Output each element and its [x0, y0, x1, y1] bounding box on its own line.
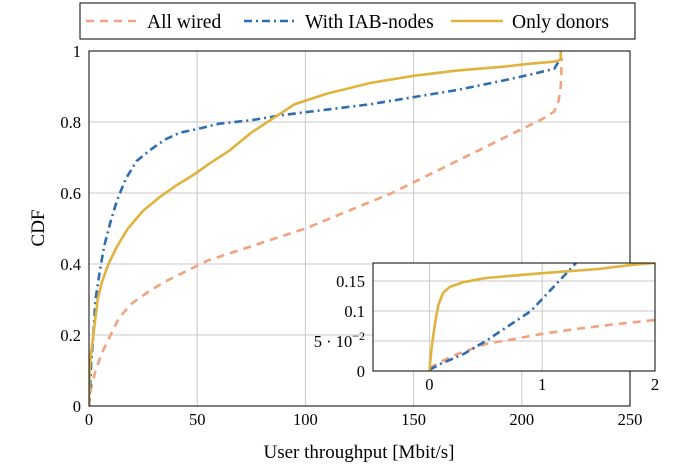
main-x-tick-label: 100	[293, 410, 318, 429]
main-plot-frame	[88, 50, 631, 407]
main-y-tick-label: 1	[73, 42, 81, 61]
inset-series-all-wired	[428, 318, 655, 370]
inset-y-tick-label: 0.1	[344, 302, 365, 321]
legend-label-all-wired: All wired	[147, 12, 221, 33]
inset-series-with-iab-nodes	[428, 263, 577, 371]
inset-series-only-donors	[428, 263, 655, 371]
main-series-only-donors	[89, 51, 563, 406]
y-axis-label: CDF	[28, 210, 49, 247]
legend-label-only-donors: Only donors	[512, 12, 609, 33]
main-series-all-wired	[89, 58, 564, 406]
main-y-tick-label: 0.8	[60, 113, 81, 132]
legend: All wired With IAB-nodes Only donors	[86, 12, 609, 33]
main-series-with-iab-nodes	[89, 57, 562, 406]
inset-y-tick-label: 0	[357, 362, 365, 381]
main-y-tick-label: 0.2	[60, 326, 81, 345]
inset-y-tick-exponent: −2	[352, 329, 365, 343]
main-x-tick-label: 150	[401, 410, 426, 429]
main-y-tick-label: 0	[73, 397, 81, 416]
inset-y-tick-label: 0.15	[336, 272, 365, 291]
inset-x-tick-label: 0	[425, 375, 433, 394]
inset-ticks: 0 1 2 0 5 · 10−2 0.1 0.15	[314, 272, 659, 394]
main-series	[89, 51, 564, 406]
main-y-tick-label: 0.6	[60, 184, 81, 203]
inset-x-tick-label: 2	[651, 375, 659, 394]
main-x-tick-label: 250	[618, 410, 643, 429]
main-x-tick-label: 50	[189, 410, 206, 429]
inset-x-tick-label: 1	[538, 375, 546, 394]
main-x-tick-label: 0	[85, 410, 93, 429]
x-axis-label: User throughput [Mbit/s]	[263, 442, 454, 463]
main-y-tick-label: 0.4	[60, 255, 81, 274]
main-x-tick-label: 200	[509, 410, 534, 429]
legend-box	[79, 2, 636, 40]
inset-series	[428, 263, 655, 371]
inset-y-tick-label: 5 · 10−2	[314, 329, 365, 351]
legend-label-with-iab-nodes: With IAB-nodes	[305, 12, 434, 33]
inset-background	[373, 263, 655, 371]
inset-plot-frame	[372, 262, 656, 372]
